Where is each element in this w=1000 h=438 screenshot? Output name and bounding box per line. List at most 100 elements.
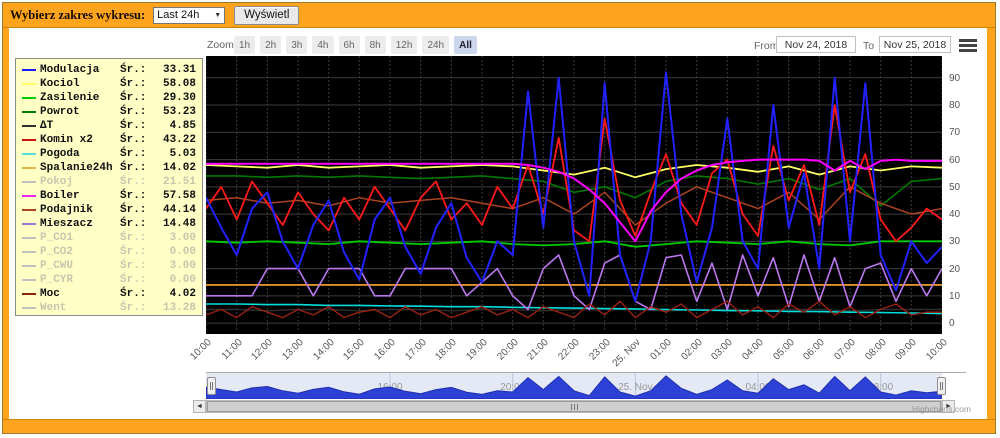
top-bar: Wybierz zakres wykresu: Last 24h ▼ Wyświ… <box>3 3 995 28</box>
series-swatch-icon <box>22 223 36 225</box>
series-swatch-icon <box>22 279 36 281</box>
legend-item-pokoj[interactable]: Pokoj Śr.: 21.51 <box>22 175 196 189</box>
series-average: Śr.: 0.00 <box>120 274 196 286</box>
legend-item-zasilenie[interactable]: Zasilenie Śr.: 29.30 <box>22 91 196 105</box>
zoom-button-all[interactable]: All <box>454 36 477 54</box>
legend-item--t[interactable]: ΔT Śr.: 4.85 <box>22 119 196 133</box>
zoom-button-6h[interactable]: 6h <box>338 36 360 54</box>
y-tick-label: 60 <box>949 154 961 166</box>
scrollbar-left-arrow[interactable]: ◄ <box>193 400 206 413</box>
y-tick-label: 80 <box>949 100 961 112</box>
series-average: Śr.: 43.22 <box>120 134 196 146</box>
highcharts-credit: Highcharts.com <box>911 404 971 414</box>
scrollbar-track[interactable] <box>206 400 942 413</box>
series-swatch-icon <box>22 69 36 71</box>
zoom-button-4h[interactable]: 4h <box>312 36 334 54</box>
frame-bottom-strip <box>3 419 995 433</box>
legend-item-komin-x2[interactable]: Komin x2 Śr.: 43.22 <box>22 133 196 147</box>
series-average: Śr.: 5.03 <box>120 148 196 160</box>
legend-item-spalanie24h[interactable]: Spalanie24h Śr.: 14.02 <box>22 161 196 175</box>
legend-item-p-co1[interactable]: P_CO1 Śr.: 3.00 <box>22 231 196 245</box>
zoom-button-group: 1h 2h 3h 4h 6h 8h 12h 24h All <box>234 36 477 54</box>
from-date-input[interactable] <box>776 36 856 53</box>
series-average: Śr.: 14.48 <box>120 218 196 230</box>
zoom-button-8h[interactable]: 8h <box>364 36 386 54</box>
to-date-input[interactable] <box>879 36 951 53</box>
series-swatch-icon <box>22 83 36 85</box>
legend-item-p-cwu[interactable]: P_CWU Śr.: 3.00 <box>22 259 196 273</box>
legend-item-powrot[interactable]: Powrot Śr.: 53.23 <box>22 105 196 119</box>
series-average: Śr.: 14.02 <box>120 162 196 174</box>
series-average: Śr.: 33.31 <box>120 64 196 76</box>
y-tick-label: 90 <box>949 72 961 84</box>
frame-left-strip <box>3 28 9 421</box>
range-select[interactable]: Last 24h ▼ <box>153 6 226 24</box>
zoom-button-12h[interactable]: 12h <box>390 36 418 54</box>
zoom-button-1h[interactable]: 1h <box>234 36 256 54</box>
legend-item-moc[interactable]: Moc Śr.: 4.02 <box>22 287 196 301</box>
series-name: Spalanie24h <box>40 162 113 174</box>
series-line-pogoda <box>206 303 943 315</box>
range-select-label: Wybierz zakres wykresu: <box>10 7 146 22</box>
hamburger-menu-icon[interactable] <box>959 39 977 52</box>
legend: Modulacja Śr.: 33.31 Kociol Śr.: 58.08 Zasilen… <box>15 58 203 316</box>
series-line--t <box>206 308 942 312</box>
series-name: Modulacja <box>40 64 100 76</box>
zoom-button-3h[interactable]: 3h <box>286 36 308 54</box>
plot-area[interactable] <box>205 56 943 331</box>
legend-item-mieszacz[interactable]: Mieszacz Śr.: 14.48 <box>22 217 196 231</box>
frame-right-strip <box>987 28 995 421</box>
series-swatch-icon <box>22 251 36 253</box>
series-average: Śr.: 44.14 <box>120 204 196 216</box>
zoom-button-24h[interactable]: 24h <box>422 36 450 54</box>
series-name: P_CO1 <box>40 232 74 244</box>
navigator-right-handle[interactable] <box>937 377 946 395</box>
legend-item-went[interactable]: Went Śr.: 13.28 <box>22 301 196 315</box>
y-tick-label: 30 <box>949 236 961 248</box>
range-select-value: Last 24h <box>157 9 200 21</box>
series-line-modulacja <box>205 71 943 303</box>
navigator-area-series <box>205 375 943 400</box>
series-swatch-icon <box>22 139 36 141</box>
series-line-powrot <box>206 175 943 207</box>
series-average: Śr.: 53.23 <box>120 106 196 118</box>
series-average: Śr.: 13.28 <box>120 302 196 314</box>
series-name: Went <box>40 302 67 314</box>
legend-item-p-cyr[interactable]: P_CYR Śr.: 0.00 <box>22 273 196 287</box>
series-average: Śr.: 58.08 <box>120 78 196 90</box>
series-name: P_CYR <box>40 274 74 286</box>
series-name: P_CO2 <box>40 246 74 258</box>
scrollbar-thumb[interactable] <box>207 401 941 412</box>
legend-item-p-co2[interactable]: P_CO2 Śr.: 0.00 <box>22 245 196 259</box>
series-average: Śr.: 57.58 <box>120 190 196 202</box>
navigator-tick-label: 08:00 <box>868 382 893 393</box>
scrollbar-right-arrow[interactable]: ► <box>942 400 955 413</box>
y-tick-label: 20 <box>949 263 961 275</box>
series-swatch-icon <box>22 181 36 183</box>
navigator-left-handle[interactable] <box>207 377 216 395</box>
series-swatch-icon <box>22 111 36 113</box>
series-average: Śr.: 4.02 <box>120 288 196 300</box>
series-name: Powrot <box>40 106 80 118</box>
zoom-button-2h[interactable]: 2h <box>260 36 282 54</box>
y-tick-label: 40 <box>949 209 961 221</box>
legend-item-modulacja[interactable]: Modulacja Śr.: 33.31 <box>22 63 196 77</box>
legend-item-kociol[interactable]: Kociol Śr.: 58.08 <box>22 77 196 91</box>
navigator-tick-label: 25. Nov <box>618 382 652 393</box>
series-name: Kociol <box>40 78 80 90</box>
legend-item-pogoda[interactable]: Pogoda Śr.: 5.03 <box>22 147 196 161</box>
series-swatch-icon <box>22 195 36 197</box>
series-average: Śr.: 3.00 <box>120 260 196 272</box>
y-tick-label: 0 <box>949 318 955 330</box>
series-name: P_CWU <box>40 260 74 272</box>
series-line-komin-x2 <box>205 104 943 243</box>
display-button[interactable]: Wyświetl <box>234 5 300 25</box>
legend-item-podajnik[interactable]: Podajnik Śr.: 44.14 <box>22 203 196 217</box>
series-average: Śr.: 4.85 <box>120 120 196 132</box>
series-name: Pogoda <box>40 148 80 160</box>
legend-item-boiler[interactable]: Boiler Śr.: 57.58 <box>22 189 196 203</box>
series-swatch-icon <box>22 265 36 267</box>
